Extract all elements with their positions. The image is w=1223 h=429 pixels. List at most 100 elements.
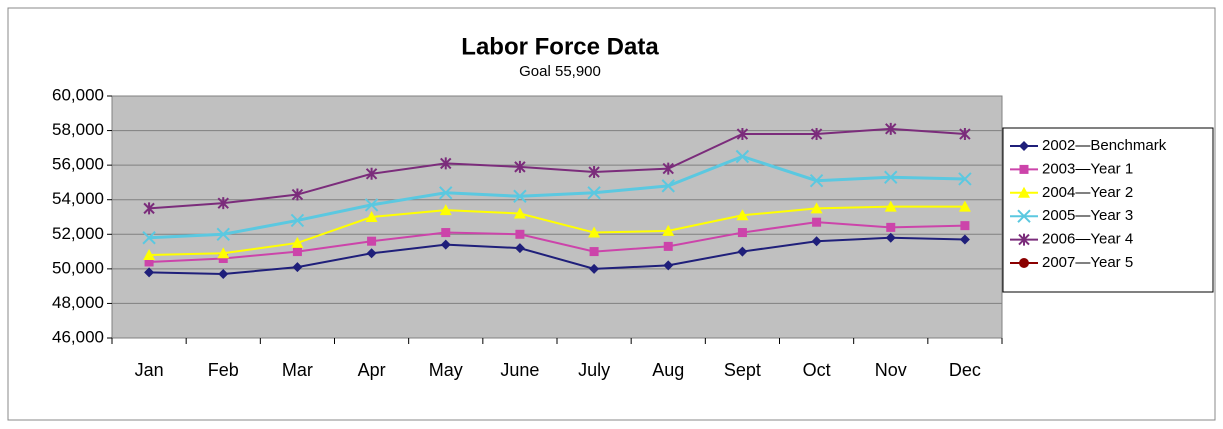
marker: [886, 222, 896, 232]
marker: [958, 200, 971, 212]
marker: [1019, 164, 1029, 174]
series-line: [149, 221, 965, 263]
y-tick-label: 56,000: [52, 155, 104, 174]
marker: [1018, 186, 1030, 198]
marker: [290, 213, 305, 228]
marker: [589, 263, 600, 274]
marker: [812, 217, 822, 227]
x-tick-label: Dec: [949, 360, 981, 380]
marker: [810, 202, 823, 214]
y-tick-label: 46,000: [52, 327, 104, 346]
marker: [663, 241, 673, 251]
marker: [292, 247, 302, 257]
marker: [439, 186, 453, 200]
marker: [217, 197, 229, 210]
marker: [440, 239, 451, 250]
marker: [142, 231, 156, 245]
marker: [736, 128, 749, 141]
x-tick-label: Mar: [282, 360, 313, 380]
marker: [143, 249, 156, 261]
x-tick-label: Nov: [875, 360, 907, 380]
y-tick-label: 54,000: [52, 189, 104, 208]
marker: [513, 207, 526, 219]
marker: [661, 179, 675, 193]
x-tick-label: May: [429, 360, 463, 380]
x-tick-label: June: [500, 360, 539, 380]
marker: [218, 269, 229, 280]
marker: [737, 228, 747, 238]
series-line: [149, 154, 965, 240]
x-tick-label: July: [578, 360, 610, 380]
x-tick-label: Aug: [652, 360, 684, 380]
marker: [291, 236, 304, 248]
marker: [885, 232, 896, 243]
marker: [735, 149, 750, 164]
marker: [218, 253, 228, 263]
marker: [1017, 209, 1031, 223]
marker: [440, 157, 452, 170]
chart-title: Labor Force Data: [461, 33, 659, 60]
marker: [144, 267, 155, 278]
chart-subtitle: Goal 55,900: [519, 63, 601, 80]
marker: [513, 189, 527, 203]
marker: [662, 162, 674, 175]
marker: [884, 200, 897, 212]
marker: [809, 173, 824, 188]
marker: [143, 202, 155, 215]
y-tick-label: 50,000: [52, 258, 104, 277]
y-tick-label: 60,000: [52, 85, 104, 104]
marker: [514, 243, 525, 254]
x-tick-label: Feb: [208, 360, 239, 380]
marker: [959, 234, 970, 245]
series-line: [149, 127, 965, 210]
marker: [737, 246, 748, 257]
marker: [587, 186, 601, 200]
legend-label: 2003—Year 1: [1042, 160, 1133, 177]
marker: [811, 236, 822, 247]
marker: [515, 229, 525, 239]
y-tick-label: 48,000: [52, 293, 104, 312]
marker: [1019, 258, 1029, 268]
x-tick-label: Apr: [358, 360, 386, 380]
legend-label: 2007—Year 5: [1042, 254, 1133, 271]
y-tick-label: 58,000: [52, 120, 104, 139]
marker: [810, 128, 823, 141]
x-tick-label: Sept: [724, 360, 761, 380]
marker: [588, 226, 601, 238]
marker: [144, 257, 154, 267]
series-line: [149, 236, 965, 276]
marker: [885, 122, 897, 135]
marker: [1018, 233, 1030, 246]
x-tick-label: Oct: [803, 360, 831, 380]
marker: [960, 221, 970, 231]
marker: [365, 211, 378, 222]
marker: [292, 262, 303, 273]
marker: [588, 166, 600, 179]
marker: [364, 198, 379, 212]
legend-label: 2006—Year 4: [1042, 231, 1133, 248]
marker: [441, 228, 451, 238]
marker: [589, 247, 599, 257]
legend-label: 2005—Year 3: [1042, 207, 1133, 224]
marker: [959, 128, 971, 141]
marker: [736, 209, 749, 221]
x-tick-label: Jan: [135, 360, 164, 380]
marker: [439, 204, 452, 216]
legend: [1002, 127, 1214, 293]
plot-area: [111, 95, 1003, 339]
marker: [367, 236, 377, 246]
marker: [663, 260, 674, 271]
legend-label: 2004—Year 2: [1042, 184, 1133, 201]
marker: [366, 248, 377, 259]
marker: [216, 227, 230, 241]
marker: [884, 170, 898, 184]
marker: [662, 224, 675, 236]
marker: [217, 247, 230, 259]
marker: [1019, 141, 1029, 151]
legend-label: 2002—Benchmark: [1042, 137, 1167, 154]
marker: [514, 160, 526, 173]
marker: [291, 188, 304, 201]
series-line: [149, 205, 965, 257]
y-tick-label: 52,000: [52, 224, 104, 243]
